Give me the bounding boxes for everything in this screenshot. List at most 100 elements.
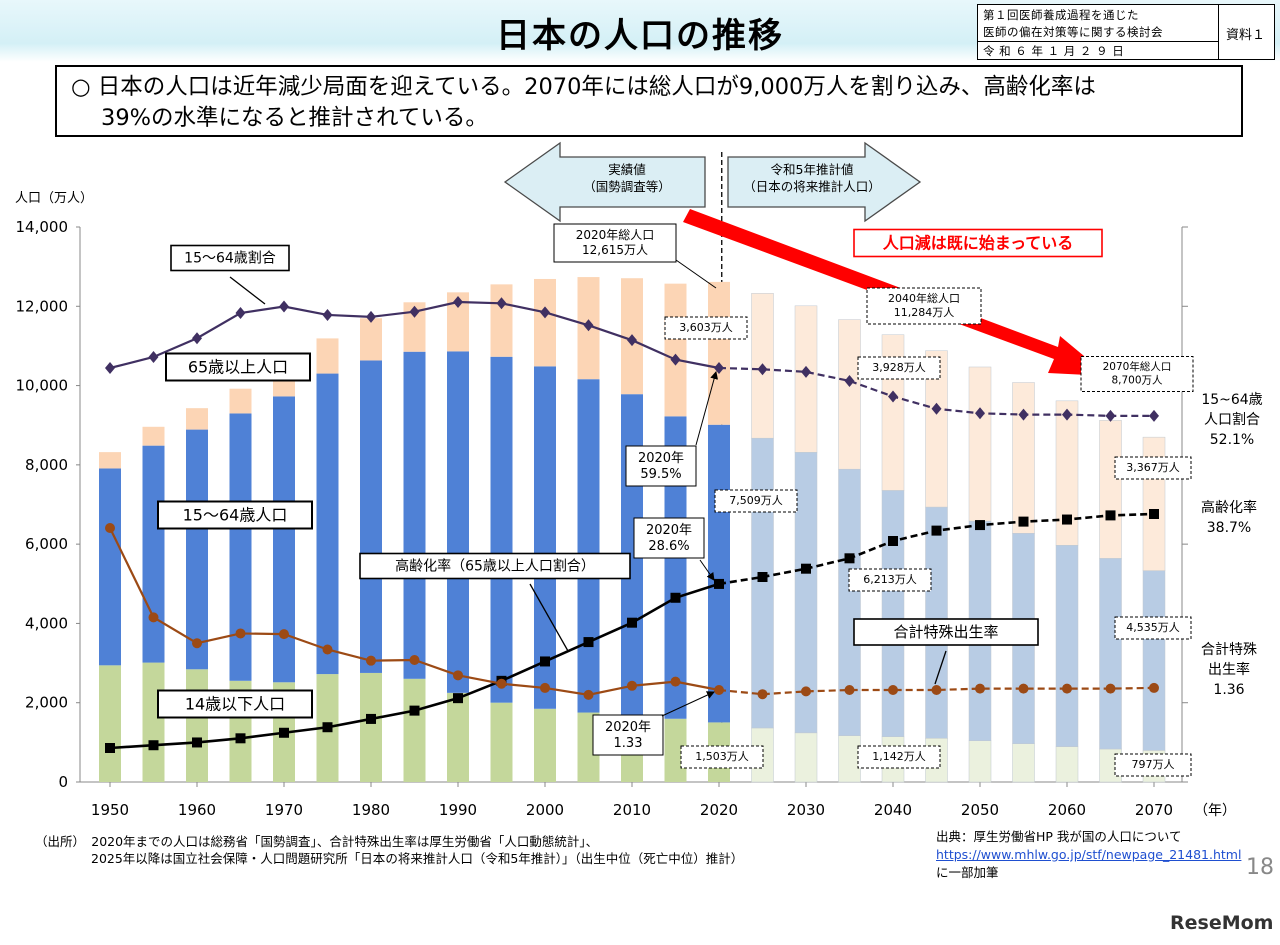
bar-65plus <box>838 319 861 470</box>
decline-label-frame <box>853 228 1103 258</box>
y-tick-label: 8,000 <box>25 456 68 474</box>
value-under14-2020-frame <box>680 745 764 769</box>
total-2040-box-text-1: 2040年総人口 <box>888 291 960 305</box>
value-under14-2020: 1,503万人 <box>680 745 764 769</box>
value-15to64-2070: 4,535万人 <box>1114 616 1192 640</box>
label-15to64-ratio: 15〜64歳割合 <box>170 244 290 272</box>
bar-15to64 <box>534 366 556 709</box>
bar-15to64 <box>490 356 513 703</box>
bar-65plus <box>142 426 165 446</box>
value-under14-2070-text-1: 797万人 <box>1132 758 1175 771</box>
line-fertility-rate-projection <box>718 686 1155 696</box>
x-tick-label: 2010 <box>613 801 651 819</box>
x-tick-label: 1950 <box>91 801 129 819</box>
label-aging-rate-text-1: 高齢化率（65歳以上人口割合） <box>395 558 595 575</box>
x-tick-label: 1990 <box>439 801 477 819</box>
label-aging-rate-frame <box>359 552 631 580</box>
value-65plus-2020-frame <box>664 316 748 340</box>
bar-65plus <box>316 338 339 374</box>
line-fertility-rate-point <box>888 685 898 695</box>
total-2020-box-frame <box>553 223 677 263</box>
line-aging-rate-point <box>670 592 681 603</box>
arrow-actual-label-2: （国勢調査等） <box>583 179 671 194</box>
bar-under14 <box>968 740 992 783</box>
label-fertility-rate-frame <box>853 618 1039 646</box>
bar-under14 <box>447 692 469 782</box>
line-fertility-rate-point <box>279 629 289 640</box>
value-under14-2040: 1,142万人 <box>857 745 941 769</box>
bar-65plus <box>534 278 556 367</box>
line-15to64-ratio-point <box>192 332 202 345</box>
bar-65plus <box>1012 382 1035 534</box>
line-fertility-rate-point <box>931 685 942 695</box>
page-title: 日本の人口の推移 <box>496 16 784 56</box>
line-fertility-rate-point <box>105 523 115 533</box>
series-label-under14-frame <box>157 689 313 719</box>
line-fertility-rate-point <box>366 655 376 666</box>
line-fertility-rate-point <box>192 638 202 649</box>
line-aging-rate-point <box>801 563 811 574</box>
line-15to64-ratio-point <box>540 306 550 319</box>
line-15to64-ratio-point <box>235 307 246 319</box>
y-tick-label: 10,000 <box>16 377 69 395</box>
end-label-ratio-3: 52.1% <box>1210 432 1254 448</box>
line-fertility-rate-point <box>714 685 724 695</box>
y-tick-label: 14,000 <box>16 218 69 236</box>
x-tick-label: 1960 <box>178 801 216 819</box>
line-15to64-ratio-point <box>931 402 942 415</box>
bar-under14 <box>360 672 382 782</box>
bar-65plus <box>1055 400 1079 546</box>
bar-15to64 <box>664 416 687 719</box>
line-fertility-rate-point <box>1018 683 1029 694</box>
line-aging-rate-point <box>844 553 855 564</box>
line-15to64-ratio-point <box>888 390 898 403</box>
arrow-projection-label-1: 令和5年推計値 <box>771 162 854 177</box>
total-2070-box-frame <box>1080 356 1194 392</box>
value-65plus-2020: 3,603万人 <box>664 316 748 340</box>
callout-2020-tfr-pointer <box>661 691 715 717</box>
total-2040-box-text-2: 11,284万人 <box>894 306 955 319</box>
total-2020-box-text-1: 2020年総人口 <box>576 228 655 242</box>
line-aging-rate-point <box>931 525 942 536</box>
callout-2020-tfr-frame <box>592 714 664 756</box>
label-aging-rate: 高齢化率（65歳以上人口割合） <box>359 552 631 580</box>
line-15to64-ratio-point <box>757 363 768 376</box>
bar-15to64 <box>577 379 600 713</box>
total-2070-box-text-2: 8,700万人 <box>1111 375 1163 387</box>
end-label-tfr-1: 合計特殊 <box>1201 642 1257 658</box>
bar-under14 <box>794 732 818 783</box>
line-fertility-rate-point <box>670 676 681 687</box>
series-label-15to64-text-1: 15〜64歳人口 <box>183 506 288 525</box>
line-aging-rate-point <box>279 727 289 738</box>
value-65plus-2040-text-1: 3,928万人 <box>872 361 926 374</box>
bar-under14 <box>1012 743 1035 783</box>
bar-65plus <box>99 452 121 469</box>
callout-2020-tfr-text-1: 2020年 <box>605 720 651 735</box>
value-15to64-2020: 7,509万人 <box>714 489 798 513</box>
callout-2020-tfr-text-2: 1.33 <box>614 736 643 751</box>
value-under14-2070-frame <box>1114 753 1192 777</box>
bar-15to64 <box>1055 545 1079 747</box>
line-15to64-ratio-point <box>322 308 333 321</box>
end-label-tfr-3: 1.36 <box>1213 682 1244 698</box>
line-fertility-rate-point <box>496 678 507 689</box>
credit-link[interactable]: https://www.mhlw.go.jp/stf/newpage_21481… <box>936 847 1242 862</box>
line-fertility-rate-point <box>844 685 855 695</box>
label-fertility-rate: 合計特殊出生率 <box>853 618 1039 646</box>
value-15to64-2020-frame <box>714 489 798 513</box>
value-65plus-2040-frame <box>857 356 941 380</box>
line-15to64-ratio-point <box>1105 409 1116 422</box>
line-15to64-ratio-point <box>1149 409 1159 422</box>
bar-15to64 <box>1142 570 1166 751</box>
line-aging-rate-point <box>322 722 333 733</box>
bar-65plus <box>925 350 948 508</box>
bar-15to64 <box>403 351 426 679</box>
arrow-projection <box>727 141 922 223</box>
callout-2020-ratio-text-2: 59.5% <box>640 467 681 482</box>
end-label-aging-1: 高齢化率 <box>1201 499 1257 516</box>
value-15to64-2040-text-1: 6,213万人 <box>863 573 917 586</box>
bar-15to64 <box>1099 558 1122 750</box>
